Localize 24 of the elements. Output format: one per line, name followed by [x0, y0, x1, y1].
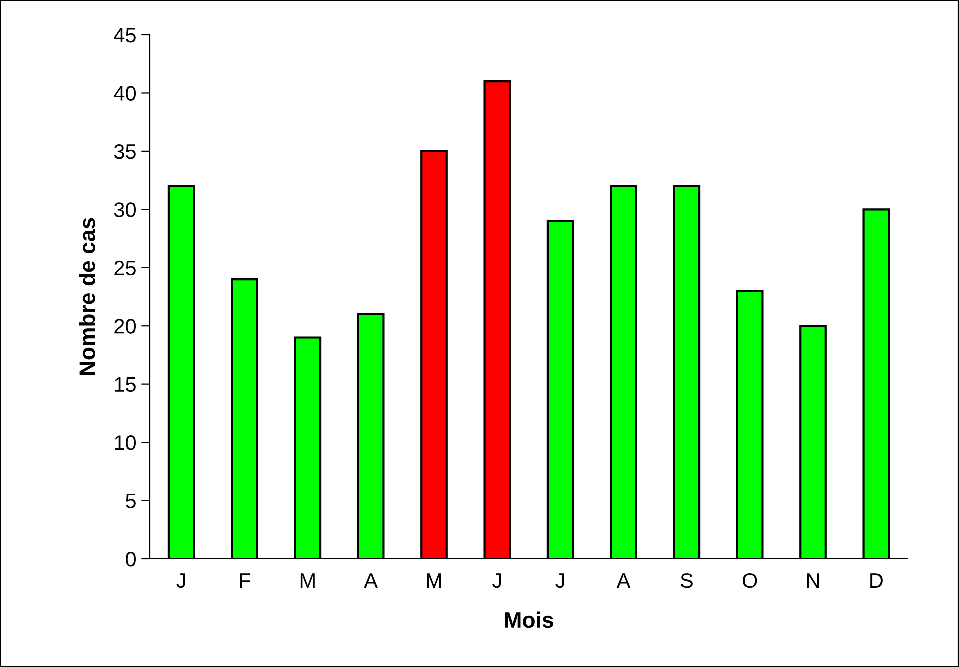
x-tick-label: J	[556, 574, 564, 588]
x-tick-label: S	[680, 573, 693, 588]
y-axis-title: Nombre de cas	[79, 218, 96, 376]
x-tick-label: F	[240, 574, 250, 588]
x-tick-label: J	[176, 574, 186, 588]
x-tick-label: A	[616, 574, 631, 588]
y-tick-label: 40	[114, 86, 136, 101]
x-tick-label: A	[364, 574, 378, 588]
y-tick-label: 0	[126, 552, 136, 567]
y-tick-label: 45	[114, 28, 136, 43]
y-tick-label: 30	[114, 202, 136, 218]
x-tick-label: D	[870, 574, 883, 588]
y-tick-label: 20	[114, 319, 136, 334]
x-axis-title: Mois	[505, 612, 554, 628]
x-tick-label: J	[492, 574, 502, 588]
y-tick-label: 25	[114, 260, 136, 276]
y-tick-label: 10	[115, 436, 136, 450]
x-tick-label: O	[742, 573, 758, 588]
x-tick-label: M	[300, 574, 315, 588]
y-tick-label: 35	[114, 144, 136, 160]
x-tick-label: N	[807, 574, 820, 588]
y-tick-label: 5	[126, 494, 136, 509]
y-tick-label: 15	[115, 378, 136, 392]
x-tick-label: M	[427, 574, 442, 588]
